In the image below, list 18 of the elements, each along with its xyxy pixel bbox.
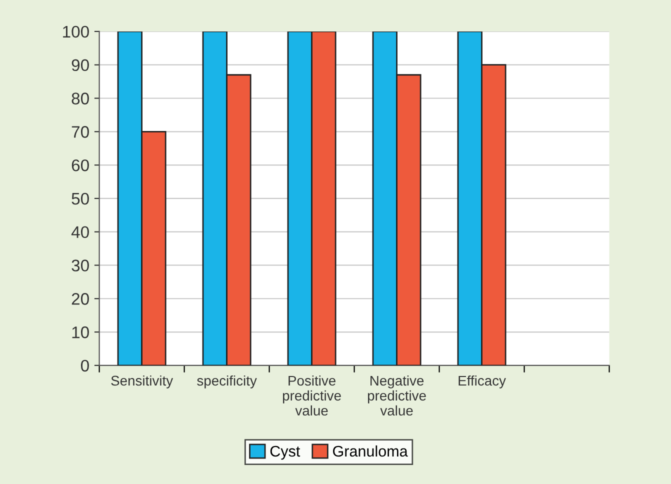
x-tick-label: specificity — [197, 375, 257, 388]
y-tick-label: 40 — [71, 226, 89, 238]
y-tick-label: 50 — [72, 192, 89, 205]
legend-label: Granuloma — [333, 445, 408, 457]
y-tick-label: 90 — [72, 59, 89, 72]
x-tick-label: Sensitivity — [111, 375, 174, 388]
y-tick-label: 20 — [72, 293, 89, 305]
x-tick-label: Negative predictive value — [368, 375, 426, 416]
y-tick-label: 10 — [72, 326, 89, 338]
y-tick-label: 100 — [63, 26, 89, 38]
y-tick-label: 70 — [72, 126, 89, 138]
y-tick-label: 0 — [80, 360, 89, 372]
y-tick-label: 60 — [72, 159, 89, 172]
legend-label: Cyst — [270, 446, 300, 460]
y-tick-label: 30 — [72, 260, 89, 272]
y-tick-label: 80 — [72, 92, 89, 104]
x-tick-label: Efficacy — [458, 375, 506, 388]
x-tick-label: Positive predictive value — [282, 375, 341, 416]
